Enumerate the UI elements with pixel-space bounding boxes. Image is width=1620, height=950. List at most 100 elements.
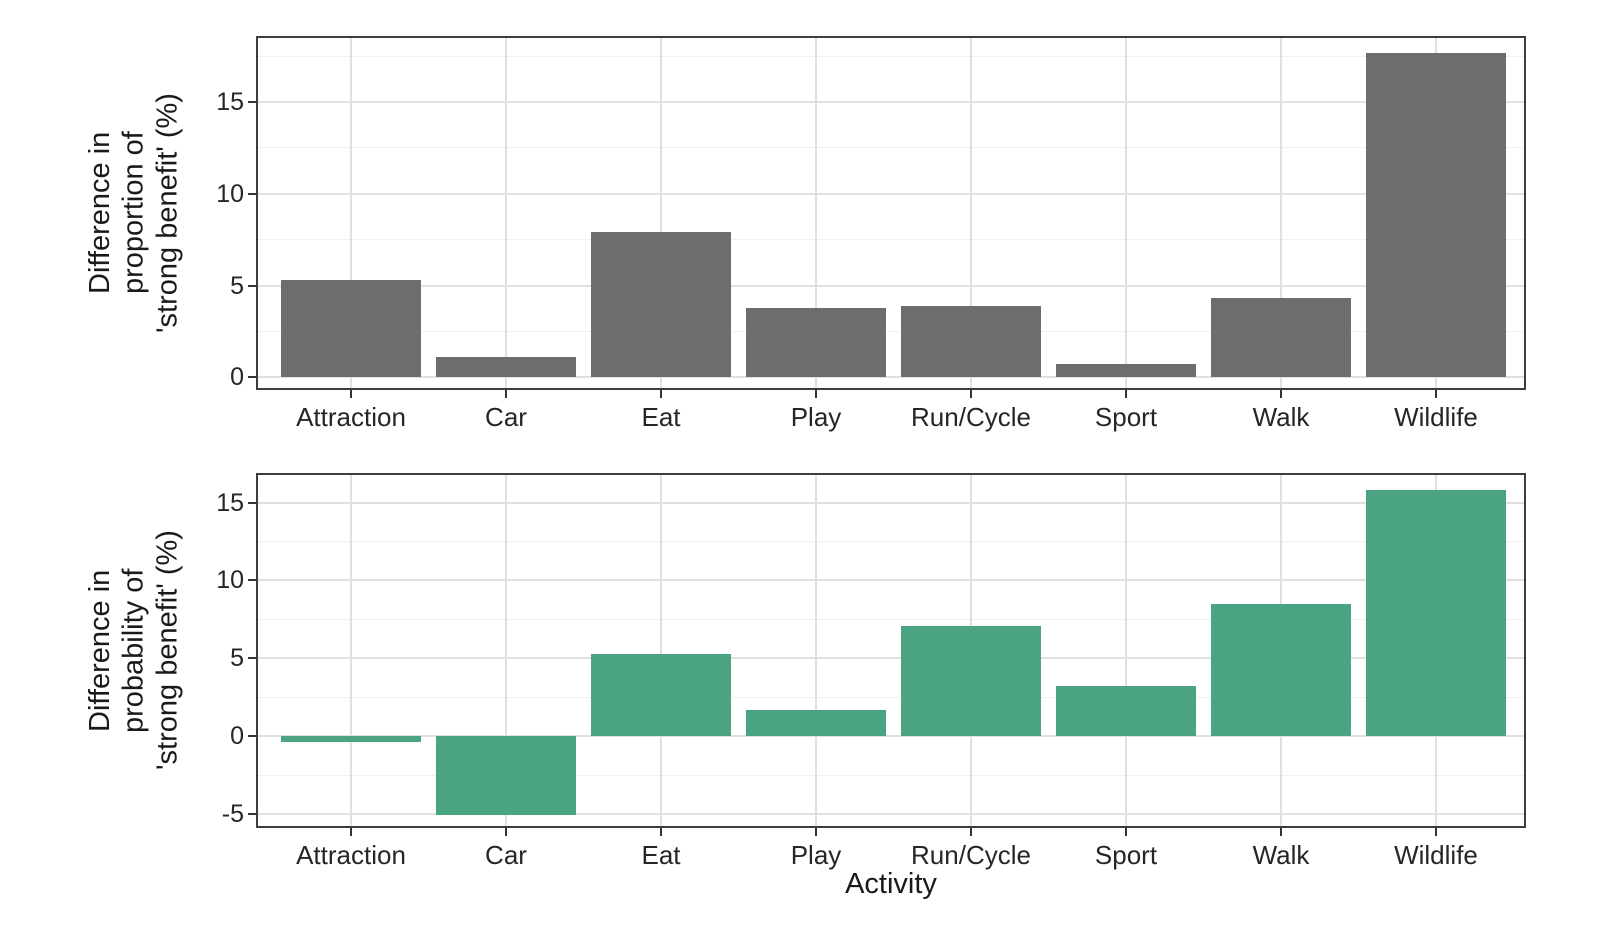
x-tick-label-run-cycle: Run/Cycle [911,402,1031,432]
y-tick-label: -5 [221,800,244,828]
gridline-x-major [660,473,662,828]
gridline-y-minor [256,147,1526,149]
bar-play [746,307,886,378]
gridline-x-major [1125,473,1127,828]
bar-eat [591,653,731,737]
x-tick-mark [350,390,352,398]
gridline-y-major [256,813,1526,815]
gridline-y-major [256,284,1526,287]
x-tick-label-sport: Sport [1094,840,1158,870]
gridline-y-minor [256,774,1526,776]
gridline-x-major [815,473,817,828]
y-tick-mark [248,376,256,379]
y-tick-label: 0 [230,722,244,751]
gridline-y-minor [256,330,1526,332]
x-tick-label-eat: Eat [641,840,681,870]
gridline-y-major [256,735,1526,738]
gridline-y-minor [256,696,1526,698]
x-axis-title: Activity [845,868,937,900]
plot-panel-top [256,36,1526,390]
gridline-y-major [256,579,1526,582]
x-tick-mark [505,390,507,398]
x-tick-label-wildlife: Wildlife [1394,840,1478,870]
bar-sport [1056,686,1196,737]
x-tick-label-play: Play [790,840,842,870]
x-tick-mark [1435,828,1437,836]
bar-run-cycle [901,305,1041,378]
x-tick-mark [970,390,972,398]
bar-run-cycle [901,625,1041,737]
x-tick-label-car: Car [485,840,527,870]
x-tick-label-attraction: Attraction [296,840,406,870]
gridline-y-minor [256,618,1526,620]
y-tick-label: 10 [216,179,244,208]
bar-attraction [281,736,421,743]
y-tick-mark [248,501,256,504]
x-tick-label-car: Car [485,402,527,432]
gridline-x-major [350,36,352,390]
x-tick-mark [505,828,507,836]
x-tick-mark [815,390,817,398]
y-tick-label: 5 [230,271,244,300]
bar-attraction [281,279,421,378]
gridline-y-minor [256,541,1526,542]
x-tick-label-run-cycle: Run/Cycle [911,840,1031,870]
x-tick-mark [350,828,352,836]
x-tick-label-walk: Walk [1252,402,1310,432]
x-tick-label-wildlife: Wildlife [1394,402,1478,432]
bar-eat [591,232,731,378]
gridline-y-major [256,501,1526,504]
gridline-y-major [256,376,1526,379]
bar-sport [1056,364,1196,378]
y-tick-mark [248,284,256,287]
y-tick-mark [248,813,256,815]
gridline-x-major [970,36,972,390]
x-tick-label-attraction: Attraction [296,402,406,432]
gridline-y-minor [256,239,1526,241]
x-tick-mark [815,828,817,836]
bar-walk [1211,298,1351,378]
x-tick-label-walk: Walk [1252,840,1310,870]
bar-wildlife [1366,490,1506,737]
y-tick-label: 5 [230,644,244,673]
y-tick-mark [248,101,256,103]
y-tick-label: 0 [230,363,244,392]
x-tick-mark [970,828,972,836]
gridline-x-major [505,36,507,390]
gridline-y-major [256,101,1526,103]
bar-car [436,357,576,378]
y-tick-label: 15 [216,88,244,116]
x-tick-label-play: Play [790,402,842,432]
x-tick-mark [1280,390,1282,398]
gridline-y-minor [256,55,1526,57]
bar-walk [1211,603,1351,737]
bar-car [436,736,576,816]
y-tick-label: 10 [216,566,244,595]
y-tick-mark [248,735,256,738]
plot-panel-bottom [256,473,1526,828]
x-tick-mark [1125,828,1127,836]
bar-wildlife [1366,52,1506,378]
y-tick-mark [248,657,256,660]
x-tick-mark [660,828,662,836]
gridline-x-major [1280,36,1282,390]
gridline-x-major [1125,36,1127,390]
y-tick-label: 15 [216,488,244,517]
x-tick-label-eat: Eat [641,402,681,432]
y-tick-mark [248,192,256,195]
bar-play [746,709,886,737]
gridline-x-major [660,36,662,390]
gridline-x-major [350,473,352,828]
gridline-y-major [256,657,1526,660]
x-tick-mark [660,390,662,398]
gridline-y-major [256,192,1526,195]
x-tick-label-sport: Sport [1094,402,1158,432]
x-tick-mark [1280,828,1282,836]
y-tick-mark [248,579,256,582]
x-tick-mark [1125,390,1127,398]
gridline-x-major [815,36,817,390]
gridline-x-major [505,473,507,828]
